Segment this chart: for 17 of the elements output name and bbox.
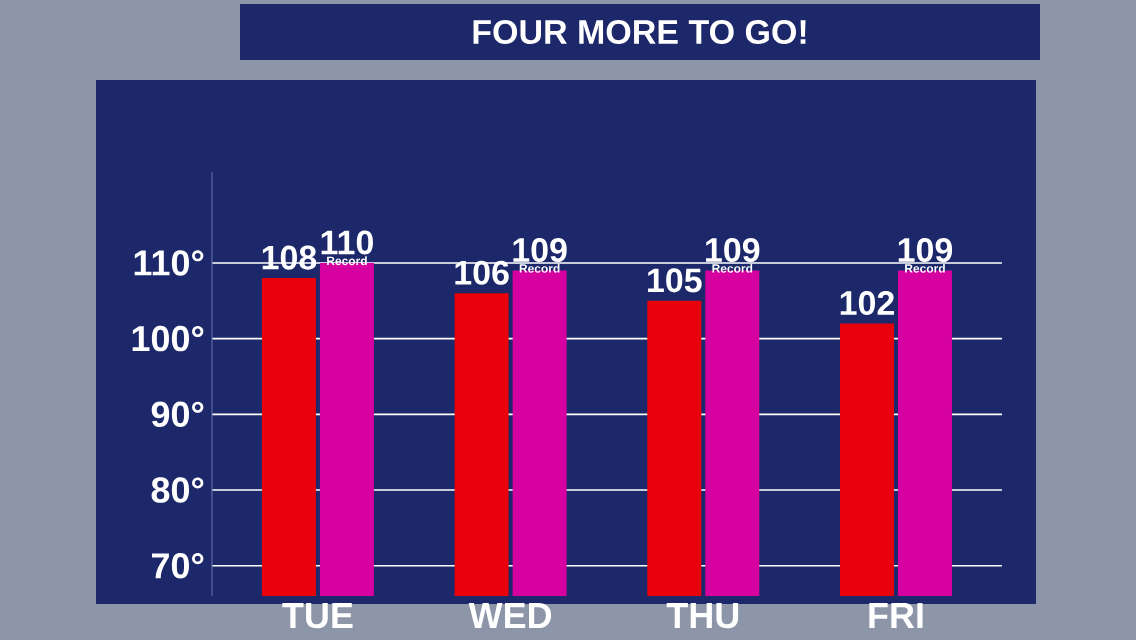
x-tick-label: FRI [869, 603, 923, 628]
y-tick-label: 80° [151, 477, 204, 503]
data-label: 110 [321, 230, 373, 255]
data-label: 109 [513, 238, 567, 263]
data-label: 109 [706, 238, 760, 263]
x-tick-label: THU [666, 603, 739, 629]
x-tick-label: TUE [282, 603, 353, 629]
y-tick-label: 100° [132, 325, 204, 352]
data-label: 106 [455, 260, 509, 285]
x-tick-label: WED [468, 603, 552, 628]
chart-title: FOUR MORE TO GO! [473, 19, 806, 45]
data-label: 109 [898, 238, 953, 263]
data-label: 105 [648, 268, 702, 293]
data-label: 102 [840, 291, 894, 316]
y-tick-label: 70° [152, 553, 204, 579]
y-tick-label: 110° [134, 250, 204, 276]
y-tick-label: 90° [151, 401, 204, 428]
